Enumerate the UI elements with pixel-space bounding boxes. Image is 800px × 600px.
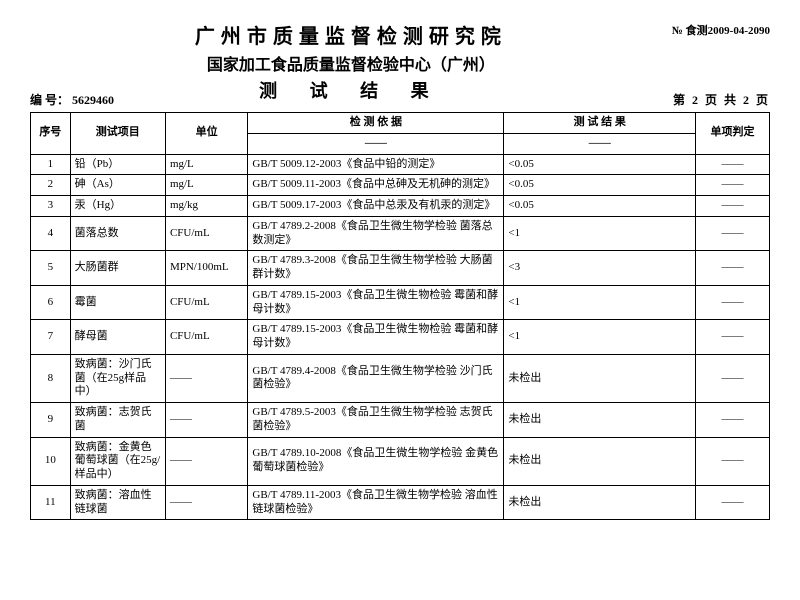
col-item-header: 测试项目 — [70, 113, 165, 155]
table-row: 8致病菌：沙门氏菌（在25g样品中）——GB/T 4789.4-2008《食品卫… — [31, 354, 770, 402]
cell-judge: —— — [696, 196, 770, 217]
cell-unit: —— — [165, 437, 247, 485]
org-line-1: 广州市质量监督检测研究院 — [30, 20, 672, 49]
table-row: 6霉菌CFU/mLGB/T 4789.15-2003《食品卫生微生物检验 霉菌和… — [31, 285, 770, 320]
cell-judge: —— — [696, 437, 770, 485]
cell-result: <1 — [504, 216, 696, 251]
cell-judge: —— — [696, 216, 770, 251]
col-standard-header: 检 测 依 据 — [248, 113, 504, 134]
results-table: 序号 测试项目 单位 检 测 依 据 测 试 结 果 单项判定 —— —— 1铅… — [30, 112, 770, 520]
cell-item: 致病菌：志贺氏菌 — [70, 403, 165, 438]
cell-standard: GB/T 4789.15-2003《食品卫生微生物检验 霉菌和酵母计数》 — [248, 320, 504, 355]
cell-judge: —— — [696, 354, 770, 402]
cell-unit: CFU/mL — [165, 216, 247, 251]
cell-result: 未检出 — [504, 354, 696, 402]
cell-standard: GB/T 4789.15-2003《食品卫生微生物检验 霉菌和酵母计数》 — [248, 285, 504, 320]
cell-item: 汞（Hg） — [70, 196, 165, 217]
cell-judge: —— — [696, 285, 770, 320]
cell-item: 铅（Pb） — [70, 154, 165, 175]
cell-standard: GB/T 4789.4-2008《食品卫生微生物学检验 沙门氏菌检验》 — [248, 354, 504, 402]
serial-label: 编 号： — [30, 93, 69, 107]
org-line-2: 国家加工食品质量监督检验中心（广州） — [30, 51, 672, 75]
cell-unit: —— — [165, 485, 247, 520]
cell-index: 5 — [31, 251, 71, 286]
cell-index: 8 — [31, 354, 71, 402]
cell-index: 1 — [31, 154, 71, 175]
cell-unit: mg/kg — [165, 196, 247, 217]
col-unit-header: 单位 — [165, 113, 247, 155]
table-row: 4菌落总数CFU/mLGB/T 4789.2-2008《食品卫生微生物学检验 菌… — [31, 216, 770, 251]
cell-index: 11 — [31, 485, 71, 520]
cell-standard: GB/T 4789.11-2003《食品卫生微生物学检验 溶血性链球菌检验》 — [248, 485, 504, 520]
cell-unit: MPN/100mL — [165, 251, 247, 286]
table-row: 7酵母菌CFU/mLGB/T 4789.15-2003《食品卫生微生物检验 霉菌… — [31, 320, 770, 355]
cell-result: <1 — [504, 320, 696, 355]
cell-result: 未检出 — [504, 437, 696, 485]
table-row: 5大肠菌群MPN/100mLGB/T 4789.3-2008《食品卫生微生物学检… — [31, 251, 770, 286]
cell-item: 致病菌：溶血性链球菌 — [70, 485, 165, 520]
cell-standard: GB/T 5009.17-2003《食品中总汞及有机汞的测定》 — [248, 196, 504, 217]
cell-judge: —— — [696, 175, 770, 196]
cell-standard: GB/T 5009.11-2003《食品中总砷及无机砷的测定》 — [248, 175, 504, 196]
cell-standard: GB/T 4789.5-2003《食品卫生微生物学检验 志贺氏菌检验》 — [248, 403, 504, 438]
cell-unit: —— — [165, 354, 247, 402]
cell-judge: —— — [696, 154, 770, 175]
cell-standard: GB/T 5009.12-2003《食品中铅的测定》 — [248, 154, 504, 175]
cell-standard: GB/T 4789.2-2008《食品卫生微生物学检验 菌落总数测定》 — [248, 216, 504, 251]
cell-result: <3 — [504, 251, 696, 286]
cell-index: 6 — [31, 285, 71, 320]
col-judge-header: 单项判定 — [696, 113, 770, 155]
table-row: 2砷（As）mg/LGB/T 5009.11-2003《食品中总砷及无机砷的测定… — [31, 175, 770, 196]
col-index-header: 序号 — [31, 113, 71, 155]
page-indicator: 第 2 页 共 2 页 — [673, 91, 770, 108]
table-row: 9致病菌：志贺氏菌——GB/T 4789.5-2003《食品卫生微生物学检验 志… — [31, 403, 770, 438]
document-number: № 食测2009-04-2090 — [672, 22, 770, 38]
header: 广州市质量监督检测研究院 国家加工食品质量监督检验中心（广州） 测 试 结 果 … — [30, 20, 770, 109]
cell-result: <0.05 — [504, 154, 696, 175]
serial-number: 5629460 — [72, 93, 114, 107]
cell-judge: —— — [696, 485, 770, 520]
cell-item: 致病菌：金黄色葡萄球菌（在25g/样品中） — [70, 437, 165, 485]
cell-item: 菌落总数 — [70, 216, 165, 251]
table-row: 1铅（Pb）mg/LGB/T 5009.12-2003《食品中铅的测定》<0.0… — [31, 154, 770, 175]
col-result-dash: —— — [504, 133, 696, 154]
cell-standard: GB/T 4789.10-2008《食品卫生微生物学检验 金黄色葡萄球菌检验》 — [248, 437, 504, 485]
cell-item: 砷（As） — [70, 175, 165, 196]
cell-item: 酵母菌 — [70, 320, 165, 355]
col-result-header: 测 试 结 果 — [504, 113, 696, 134]
table-row: 11致病菌：溶血性链球菌——GB/T 4789.11-2003《食品卫生微生物学… — [31, 485, 770, 520]
cell-index: 10 — [31, 437, 71, 485]
cell-item: 霉菌 — [70, 285, 165, 320]
cell-judge: —— — [696, 251, 770, 286]
cell-index: 3 — [31, 196, 71, 217]
cell-unit: mg/L — [165, 175, 247, 196]
col-standard-dash: —— — [248, 133, 504, 154]
cell-judge: —— — [696, 320, 770, 355]
cell-result: 未检出 — [504, 403, 696, 438]
table-row: 10致病菌：金黄色葡萄球菌（在25g/样品中）——GB/T 4789.10-20… — [31, 437, 770, 485]
cell-unit: mg/L — [165, 154, 247, 175]
cell-index: 9 — [31, 403, 71, 438]
cell-result: 未检出 — [504, 485, 696, 520]
cell-index: 4 — [31, 216, 71, 251]
cell-result: <1 — [504, 285, 696, 320]
cell-unit: CFU/mL — [165, 320, 247, 355]
cell-item: 大肠菌群 — [70, 251, 165, 286]
cell-result: <0.05 — [504, 196, 696, 217]
table-row: 3汞（Hg）mg/kgGB/T 5009.17-2003《食品中总汞及有机汞的测… — [31, 196, 770, 217]
page-title: 测 试 结 果 — [30, 77, 672, 103]
cell-index: 2 — [31, 175, 71, 196]
cell-result: <0.05 — [504, 175, 696, 196]
cell-unit: —— — [165, 403, 247, 438]
cell-standard: GB/T 4789.3-2008《食品卫生微生物学检验 大肠菌群计数》 — [248, 251, 504, 286]
cell-judge: —— — [696, 403, 770, 438]
cell-item: 致病菌：沙门氏菌（在25g样品中） — [70, 354, 165, 402]
cell-index: 7 — [31, 320, 71, 355]
cell-unit: CFU/mL — [165, 285, 247, 320]
